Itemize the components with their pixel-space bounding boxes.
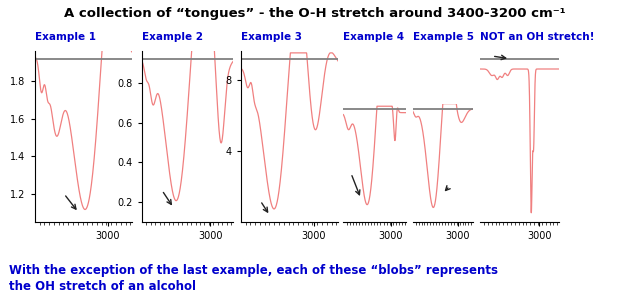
Text: With the exception of the last example, each of these “blobs” represents: With the exception of the last example, … xyxy=(9,264,498,277)
Text: A collection of “tongues” - the O-H stretch around 3400-3200 cm⁻¹: A collection of “tongues” - the O-H stre… xyxy=(64,7,566,20)
Text: the OH stretch of an alcohol: the OH stretch of an alcohol xyxy=(9,280,197,292)
Text: NOT an OH stretch!: NOT an OH stretch! xyxy=(480,32,595,42)
Text: Example 4: Example 4 xyxy=(343,32,404,42)
Text: Example 2: Example 2 xyxy=(142,32,203,42)
Text: Example 1: Example 1 xyxy=(35,32,96,42)
Text: Example 3: Example 3 xyxy=(241,32,302,42)
Text: Example 5: Example 5 xyxy=(413,32,474,42)
